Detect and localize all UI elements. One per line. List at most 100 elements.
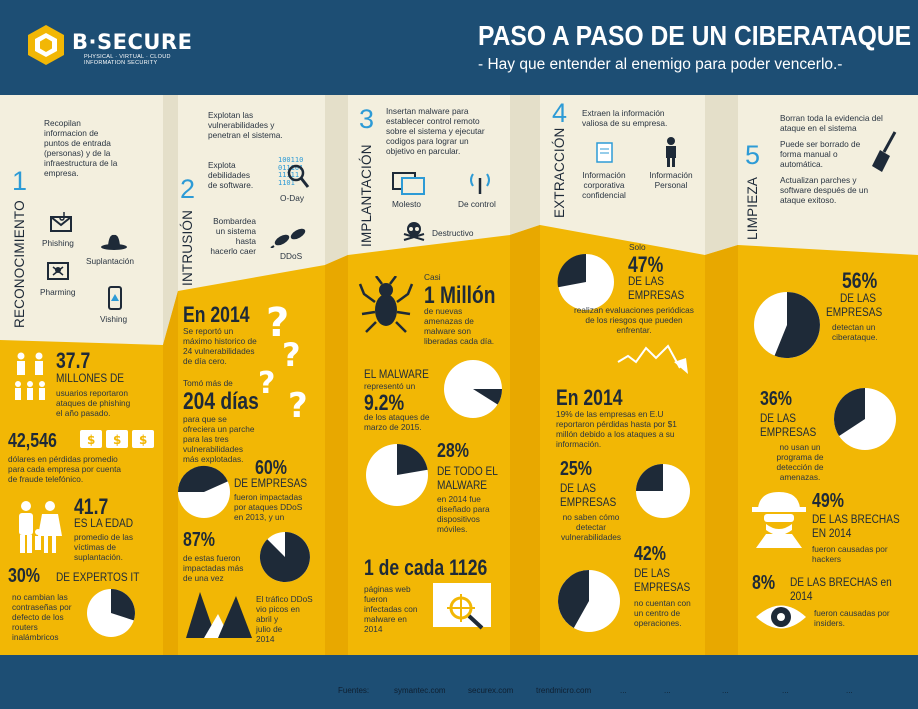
cube-logo-icon — [28, 25, 64, 65]
magnifier-icon — [287, 164, 310, 188]
stat-moviles-text: en 2014 fue diseñado para dispositivos móvi… — [437, 494, 490, 534]
source-6[interactable]: ... — [722, 686, 729, 695]
step3-label: IMPLANTACIÓN — [359, 144, 374, 247]
step5-description: Borran toda la evidencia del ataque en el… — [780, 113, 883, 205]
stat-87pct: 87% — [183, 529, 216, 551]
stat-49pct: 49% — [812, 490, 845, 512]
step2-description: Explotan las vulnerabilidades y penetran e… — [208, 110, 283, 140]
stat-operaciones-text: no cuentan con un centro de operaciones. — [634, 598, 691, 628]
question-mark-4: ? — [288, 386, 308, 426]
step1-label: RECONOCIMIENTO — [12, 200, 27, 328]
phishing-icon — [50, 212, 72, 232]
pie-9-2pct — [444, 360, 503, 418]
stat-9-2pct: 9.2% — [364, 390, 405, 415]
step1-description: Recopilan informacion de puntos de entrada… — [44, 118, 118, 178]
step4-description: Extraen la información valiosa de su empr… — [582, 108, 668, 128]
ddos-label: DDoS — [280, 251, 303, 261]
source-5[interactable]: ... — [664, 686, 671, 695]
stat-represento: representó un — [364, 381, 416, 391]
stat-47-empresas: EMPRESAS — [628, 290, 685, 302]
pie-60pct — [177, 465, 230, 518]
antenna-icon — [470, 173, 490, 194]
stat-49-de-las-brechas: DE LAS BRECHAS — [812, 514, 900, 526]
header — [0, 0, 918, 95]
ddos-peaks-icon — [186, 592, 252, 638]
source-1[interactable]: symantec.com — [394, 686, 446, 695]
stat-en-2014-a: En 2014 — [183, 302, 250, 327]
eye-icon — [756, 605, 806, 629]
stat-8pct: 8% — [752, 572, 776, 594]
stat-56pct: 56% — [842, 268, 878, 293]
logo-wordmark: B·SECURE — [72, 30, 193, 54]
stat-47-de-las: DE LAS — [628, 276, 665, 288]
pie-47pct — [557, 253, 614, 310]
stat-zero-day-text: Se reportó un máximo historico de 24 vulne… — [183, 326, 257, 366]
stat-casi: Casi — [424, 272, 441, 282]
suplantacion-label: Suplantación — [86, 256, 134, 266]
source-7[interactable]: ... — [782, 686, 789, 695]
stat-expertos-text: no cambian las contraseñas por defecto de … — [12, 592, 72, 642]
stat-deteccion-text: no usan un programa de detección de amenaza… — [776, 442, 824, 482]
page-title: PASO A PASO DE UN CIBERATAQUE — [478, 20, 912, 51]
stat-87-text: de estas fueron impactadas más de una vez — [183, 553, 244, 583]
stat-25-de-las: DE LAS — [560, 483, 597, 495]
logo-tagline: PHYSICAL · VIRTUAL · CLOUD INFORMATION SE… — [84, 54, 171, 66]
step3-description: Insertan malware para establecer control … — [386, 106, 485, 156]
destructivo-label: Destructivo — [432, 228, 474, 238]
vishing-label: Vishing — [100, 314, 128, 324]
step2-label: INTRUSIÓN — [180, 209, 195, 286]
stat-ddos-text: fueron impactadas por ataques DDoS en 2013… — [234, 492, 303, 522]
svg-text:$: $ — [139, 433, 147, 447]
stat-detectan-text: detectan un ciberataque. — [832, 322, 878, 342]
source-2[interactable]: securex.com — [468, 686, 514, 695]
pie-30pct — [87, 589, 135, 637]
document-icon — [596, 142, 613, 163]
pie-28pct — [366, 443, 428, 506]
stat-36pct: 36% — [760, 388, 793, 410]
stat-8-de-las-brechas: DE LAS BRECHAS en — [790, 577, 892, 589]
windows-icon — [392, 172, 425, 195]
svg-text:$: $ — [113, 433, 121, 447]
phone-icon — [108, 286, 122, 310]
question-mark-2: ? — [282, 336, 301, 374]
infected-browser-icon — [433, 583, 491, 630]
stat-47pct: 47% — [628, 252, 664, 277]
stat-parche-text: para que se ofreciera un parche para las t… — [183, 414, 255, 464]
info-personal-label: Información Personal — [649, 170, 693, 190]
stat-malware-2: MALWARE — [437, 480, 488, 492]
source-4[interactable]: ... — [620, 686, 627, 695]
stat-8-2014: 2014 — [790, 591, 813, 603]
source-8[interactable]: ... — [846, 686, 853, 695]
stat-30pct: 30% — [8, 565, 41, 587]
info-corporativa-label: Información corporativa confidencial — [582, 170, 626, 200]
step2-item1-text: Explota debilidades de software. — [208, 160, 254, 190]
stat-millones: MILLONES DE — [56, 373, 125, 385]
person-icon — [666, 137, 676, 167]
bombs-icon — [270, 228, 306, 248]
stat-detectar-text: no saben cómo detectar vulnerabilidades — [561, 512, 621, 542]
stat-42pct: 42% — [634, 543, 667, 565]
stat-expertos: DE EXPERTOS IT — [56, 572, 140, 584]
stat-204-dias: 204 días — [183, 388, 259, 415]
pharming-icon — [47, 262, 69, 280]
people-group-icon — [15, 352, 45, 400]
step5-number: 5 — [745, 140, 761, 170]
stat-fraude-text: dólares en pérdidas promedio para cada em… — [8, 454, 122, 484]
source-3[interactable]: trendmicro.com — [536, 686, 592, 695]
oday-label: O-Day — [280, 193, 304, 203]
stat-36-empresas: EMPRESAS — [760, 427, 817, 439]
money-bills-icon: $ $ $ — [80, 430, 154, 448]
sources-label: Fuentes: — [338, 686, 370, 695]
stat-de-empresas: DE EMPRESAS — [234, 478, 308, 490]
step2-item2-text: Bombardea un sistema hasta hacerlo caer — [210, 216, 256, 256]
stat-25pct: 25% — [560, 458, 593, 480]
stat-millon-text: de nuevas amenazas de malware son liberadas… — [424, 306, 495, 346]
stat-1-de-cada: 1 de cada 1126 — [364, 555, 488, 580]
pharming-label: Pharming — [40, 287, 76, 297]
step2-number: 2 — [180, 174, 196, 204]
stat-solo: Solo — [629, 242, 646, 252]
pie-42pct — [558, 570, 620, 632]
stat-hackers-text: fueron causadas por hackers — [812, 544, 888, 564]
footer — [0, 655, 918, 709]
